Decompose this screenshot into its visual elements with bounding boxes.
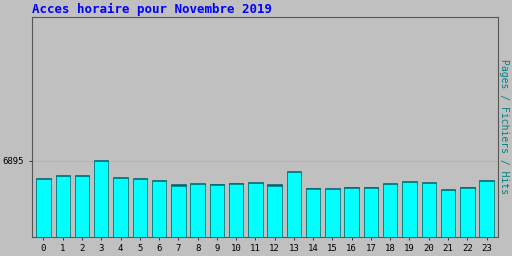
Bar xyxy=(229,183,243,237)
Bar xyxy=(209,185,224,237)
Bar xyxy=(460,187,475,237)
Bar xyxy=(345,187,359,237)
Bar xyxy=(325,189,339,237)
Bar xyxy=(248,182,263,237)
Bar xyxy=(345,188,359,237)
Bar xyxy=(383,184,397,237)
Bar xyxy=(248,183,263,237)
Bar xyxy=(171,185,185,237)
Bar xyxy=(306,188,321,237)
Bar xyxy=(152,180,166,237)
Bar xyxy=(306,189,321,237)
Bar xyxy=(402,181,417,237)
Bar xyxy=(94,160,109,237)
Bar xyxy=(383,184,397,237)
Bar xyxy=(75,175,89,237)
Bar xyxy=(190,183,205,237)
Bar xyxy=(267,184,282,237)
Bar xyxy=(113,178,128,237)
Bar xyxy=(36,179,51,237)
Bar xyxy=(267,186,282,237)
Bar xyxy=(94,161,109,237)
Bar xyxy=(229,183,243,237)
Bar xyxy=(287,172,301,237)
Bar xyxy=(441,190,455,237)
Bar xyxy=(267,185,282,237)
Bar xyxy=(94,161,109,237)
Bar xyxy=(287,171,301,237)
Bar xyxy=(55,176,70,237)
Bar xyxy=(133,179,147,237)
Bar xyxy=(441,190,455,237)
Bar xyxy=(325,189,339,237)
Bar xyxy=(460,187,475,237)
Bar xyxy=(113,178,128,237)
Bar xyxy=(209,184,224,237)
Bar xyxy=(36,179,51,237)
Bar xyxy=(133,178,147,237)
Bar xyxy=(345,187,359,237)
Bar xyxy=(133,179,147,237)
Bar xyxy=(479,180,494,237)
Bar xyxy=(421,183,436,237)
Bar xyxy=(152,181,166,237)
Bar xyxy=(421,182,436,237)
Bar xyxy=(113,177,128,237)
Bar xyxy=(190,184,205,237)
Bar xyxy=(441,189,455,237)
Bar xyxy=(209,184,224,237)
Bar xyxy=(402,182,417,237)
Bar xyxy=(36,178,51,237)
Bar xyxy=(325,188,339,237)
Bar xyxy=(402,182,417,237)
Bar xyxy=(364,188,378,237)
Bar xyxy=(171,186,185,237)
Bar xyxy=(55,176,70,237)
Bar xyxy=(229,184,243,237)
Bar xyxy=(479,181,494,237)
Bar xyxy=(383,183,397,237)
Bar xyxy=(171,184,185,237)
Bar xyxy=(421,183,436,237)
Text: Acces horaire pour Novembre 2019: Acces horaire pour Novembre 2019 xyxy=(32,3,272,16)
Bar xyxy=(248,183,263,237)
Bar xyxy=(75,176,89,237)
Bar xyxy=(306,188,321,237)
Bar xyxy=(152,180,166,237)
Bar xyxy=(364,187,378,237)
Bar xyxy=(190,184,205,237)
Bar xyxy=(55,175,70,237)
Bar xyxy=(287,172,301,237)
Bar xyxy=(479,180,494,237)
Bar xyxy=(75,176,89,237)
Bar xyxy=(364,187,378,237)
Bar xyxy=(460,188,475,237)
Y-axis label: Pages / Fichiers / Hits: Pages / Fichiers / Hits xyxy=(499,59,509,194)
